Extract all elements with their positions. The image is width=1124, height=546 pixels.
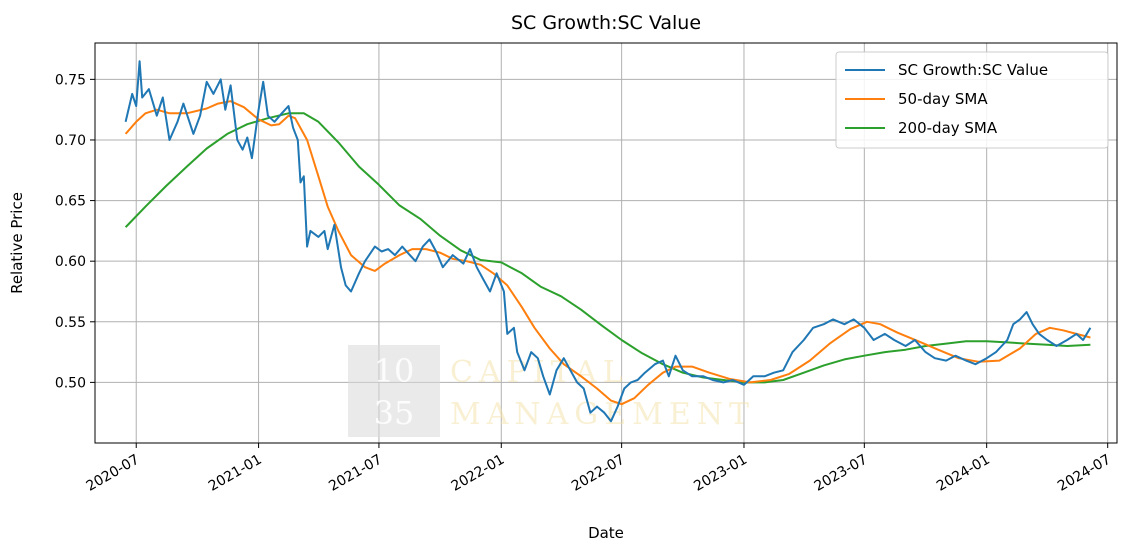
x-tick-label: 2023-01 (691, 452, 750, 495)
x-axis-title: Date (588, 524, 624, 542)
x-tick-label: 2024-07 (1055, 452, 1114, 495)
x-tick-label: 2022-07 (569, 452, 628, 495)
y-axis-title: Relative Price (8, 192, 26, 294)
y-tick-label: 0.70 (55, 133, 86, 149)
series-line-0 (124, 60, 1092, 423)
watermark-line1: CAPITAL (450, 355, 629, 390)
series-line-1 (124, 100, 1091, 406)
chart-title: SC Growth:SC Value (511, 12, 701, 34)
y-tick-label: 0.65 (55, 194, 86, 210)
watermark-logo-top: 10 (374, 352, 415, 390)
legend-label: 50-day SMA (898, 90, 988, 108)
watermark: 10 35 CAPITAL MANAGEMENT (348, 345, 755, 437)
x-tick-label: 2022-01 (449, 452, 508, 495)
legend-label: SC Growth:SC Value (898, 61, 1048, 79)
watermark-logo-bottom: 35 (374, 394, 415, 432)
x-tick-label: 2024-01 (934, 452, 993, 495)
x-tick-label: 2020-07 (84, 452, 143, 495)
y-tick-label: 0.50 (55, 375, 86, 391)
watermark-line2: MANAGEMENT (450, 397, 755, 432)
watermark-logo-box (348, 345, 440, 437)
legend-label: 200-day SMA (898, 119, 998, 137)
x-tick-label: 2021-01 (206, 452, 265, 495)
legend: SC Growth:SC Value 50-day SMA 200-day SMA (835, 51, 1109, 149)
y-tick-label: 0.75 (55, 72, 86, 88)
y-tick-label: 0.60 (55, 254, 86, 270)
series-line-2 (124, 112, 1091, 384)
x-tick-label: 2021-07 (326, 452, 385, 495)
series-lines (124, 60, 1092, 423)
plot-frame (94, 42, 1118, 444)
y-tick-label: 0.55 (55, 315, 86, 331)
legend-box (835, 51, 1109, 149)
x-tick-label: 2023-07 (812, 452, 871, 495)
grid (95, 43, 1117, 443)
